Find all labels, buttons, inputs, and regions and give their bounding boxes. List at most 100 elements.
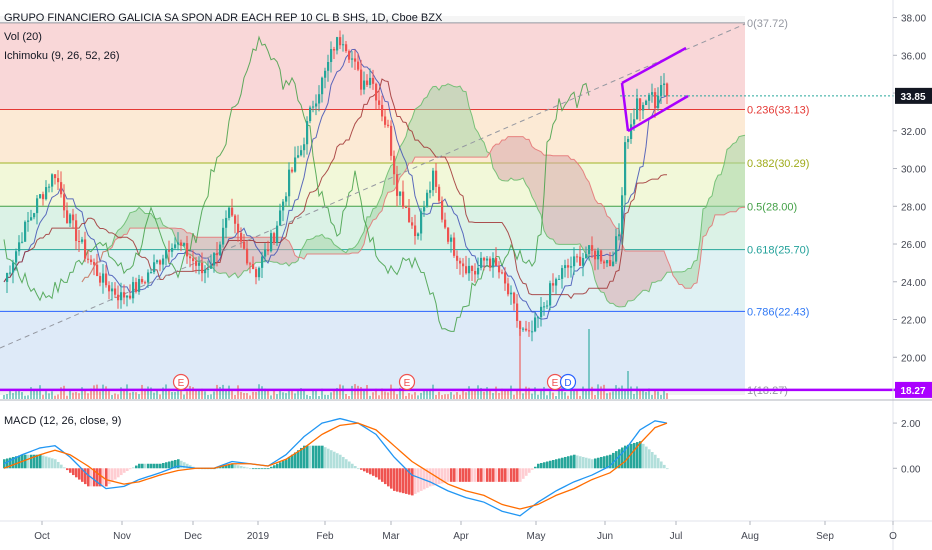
volume-bar: [120, 387, 122, 399]
volume-bar: [9, 390, 11, 399]
kumo-segment: [502, 140, 505, 181]
volume-bar: [15, 391, 17, 399]
kumo-segment: [631, 250, 634, 301]
candle-body: [528, 330, 531, 332]
volume-bar: [27, 395, 29, 399]
candle-body: [186, 243, 189, 257]
volume-bar: [660, 394, 662, 399]
kumo-segment: [706, 198, 709, 236]
candle-body: [135, 282, 138, 292]
macd-histogram-bar: [504, 468, 507, 482]
kumo-segment: [442, 85, 445, 158]
volume-bar: [51, 391, 53, 399]
volume-bar: [318, 395, 320, 399]
macd-histogram-bar: [549, 460, 552, 469]
candle-body: [498, 265, 501, 273]
kumo-segment: [460, 86, 463, 158]
candle-body: [273, 233, 276, 243]
candle-body: [483, 257, 486, 261]
ichimoku-legend[interactable]: Ichimoku (9, 26, 52, 26): [4, 50, 120, 62]
candle-body: [21, 241, 24, 243]
macd-histogram-bar: [477, 468, 480, 482]
macd-histogram-bar: [543, 462, 546, 469]
last-price-tag: 33.85: [895, 87, 932, 104]
macd-legend[interactable]: MACD (12, 26, close, 9): [4, 415, 121, 427]
volume-bar: [663, 389, 665, 399]
candle-body: [666, 83, 669, 96]
kumo-segment: [709, 195, 712, 228]
kumo-segment: [277, 237, 280, 265]
volume-bar: [408, 393, 410, 399]
macd-histogram-bar: [495, 468, 498, 482]
candle-body: [90, 259, 93, 263]
candle-body: [654, 92, 657, 108]
candle-body: [165, 250, 168, 259]
kumo-segment: [565, 155, 568, 245]
volume-bar: [24, 395, 26, 399]
candle-body: [342, 44, 345, 46]
volume-bar: [48, 393, 50, 399]
volume-bar: [273, 390, 275, 399]
kumo-segment: [526, 139, 529, 189]
low-price-tag-bg: [895, 381, 932, 398]
volume-bar: [66, 395, 68, 399]
volume-bar: [63, 385, 65, 399]
macd-histogram-bar: [339, 454, 342, 469]
macd-histogram-bar: [330, 450, 333, 469]
volume-bar: [54, 395, 56, 399]
candle-body: [561, 268, 564, 279]
kumo-segment: [556, 155, 559, 245]
candle-body: [627, 138, 630, 143]
macd-histogram-bar: [444, 468, 447, 483]
volume-bar: [210, 394, 212, 399]
volume-bar: [216, 384, 218, 399]
channel-lines[interactable]: [0, 46, 895, 392]
candle-body: [141, 279, 144, 283]
macd-axis[interactable]: 2.00 0.00: [893, 419, 921, 475]
kumo-segment: [553, 155, 556, 244]
macd-histogram-bar: [51, 458, 54, 469]
candle-body: [195, 261, 198, 266]
candle-body: [315, 103, 318, 107]
macd-histogram-bar: [294, 452, 297, 469]
candle-body: [318, 94, 321, 104]
macd-histogram-bar: [600, 456, 603, 469]
kumo-segment: [319, 234, 322, 254]
volume-bar: [342, 385, 344, 399]
volume-bar: [609, 392, 611, 399]
candle-body: [648, 94, 651, 101]
candle-body: [387, 124, 390, 126]
candle-body: [183, 243, 186, 246]
candle-body: [375, 83, 378, 101]
candle-body: [555, 279, 558, 286]
candle-body: [225, 217, 228, 228]
time-axis[interactable]: Oct Nov Dec 2019 Feb Mar Apr May Jun Jul Aug Sep O: [34, 521, 897, 542]
macd-histogram-bar: [336, 453, 339, 469]
volume-bar: [315, 390, 317, 399]
macd-histogram-bar: [186, 463, 189, 469]
kumo-segment: [607, 215, 610, 304]
candle-body: [444, 219, 447, 228]
kumo-segment: [655, 250, 658, 283]
candle-body: [504, 272, 507, 284]
volume-bar: [150, 387, 152, 399]
volume-legend[interactable]: Vol (20): [4, 31, 42, 43]
volume-bar: [441, 395, 443, 399]
candle-body: [357, 61, 360, 70]
macd-histogram-bar: [72, 468, 75, 476]
candle-body: [657, 95, 660, 108]
candle-body: [123, 292, 126, 298]
macd-histogram-bar: [378, 468, 381, 480]
macd-histogram-bar: [306, 445, 309, 469]
macd-histogram-bar: [78, 468, 81, 480]
macd-histogram-bar: [84, 468, 87, 485]
macd-histogram-bar: [510, 468, 513, 482]
macd-histogram-bar: [333, 451, 336, 469]
kumo-segment: [379, 194, 382, 214]
macd-histogram-bar: [108, 468, 111, 485]
kumo-segment: [301, 245, 304, 260]
macd-histogram-bar: [519, 468, 522, 482]
candle-body: [591, 245, 594, 251]
volume-bar: [450, 392, 452, 399]
